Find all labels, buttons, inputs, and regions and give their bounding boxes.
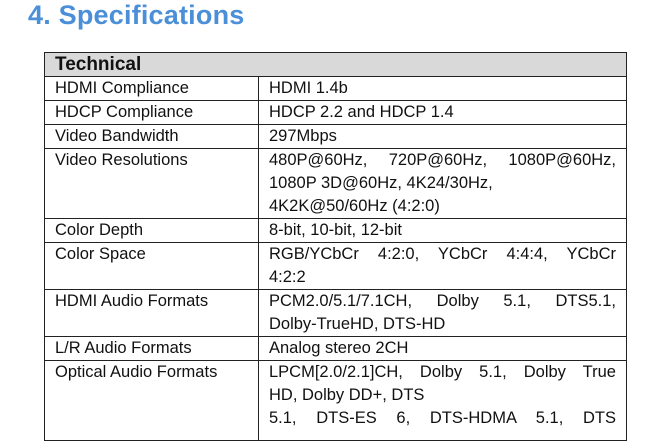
spec-label: HDMI Audio Formats bbox=[44, 289, 259, 337]
spec-label: Video Resolutions bbox=[44, 148, 259, 219]
spec-label: HDMI Compliance bbox=[44, 76, 259, 101]
spec-value-line: 8-bit, 10-bit, 12-bit bbox=[269, 221, 402, 239]
section-header: Technical bbox=[44, 52, 627, 77]
table-row: HDMI Audio Formats PCM2.0/5.1/7.1CH, Dol… bbox=[44, 289, 627, 337]
spec-value-line: HD, Dolby DD+, DTS bbox=[269, 386, 425, 404]
spec-value-line: Analog stereo 2CH bbox=[269, 339, 409, 357]
spec-value-line: LPCM[2.0/2.1]CH, Dolby 5.1, Dolby True bbox=[269, 363, 616, 381]
spec-label: Optical Audio Formats bbox=[44, 360, 259, 441]
spec-value: PCM2.0/5.1/7.1CH, Dolby 5.1, DTS5.1, Dol… bbox=[258, 289, 627, 337]
spec-value: RGB/YCbCr 4:2:0, YCbCr 4:4:4, YCbCr 4:2:… bbox=[258, 242, 627, 290]
table-row: Video Bandwidth 297Mbps bbox=[44, 124, 627, 149]
spec-value-line: 4:2:2 bbox=[269, 268, 306, 286]
page-heading: 4. Specifications bbox=[28, 0, 245, 30]
spec-value-line: 5.1, DTS-ES 6, DTS-HDMA 5.1, DTS bbox=[269, 409, 616, 427]
table-row: Color Space RGB/YCbCr 4:2:0, YCbCr 4:4:4… bbox=[44, 242, 627, 290]
table-row: HDMI Compliance HDMI 1.4b bbox=[44, 76, 627, 101]
spec-label: L/R Audio Formats bbox=[44, 336, 259, 361]
table-row: HDCP Compliance HDCP 2.2 and HDCP 1.4 bbox=[44, 100, 627, 125]
table-row: Video Resolutions 480P@60Hz, 720P@60Hz, … bbox=[44, 148, 627, 219]
spec-value: 297Mbps bbox=[258, 124, 627, 149]
spec-value-line: 1080P 3D@60Hz, 4K24/30Hz, bbox=[269, 174, 493, 192]
spec-value-continuation bbox=[269, 430, 616, 440]
table-header-row: Technical bbox=[44, 52, 627, 77]
spec-value-line: Dolby-TrueHD, DTS-HD bbox=[269, 315, 446, 333]
spec-value: LPCM[2.0/2.1]CH, Dolby 5.1, Dolby True H… bbox=[258, 360, 627, 441]
spec-value: HDCP 2.2 and HDCP 1.4 bbox=[258, 100, 627, 125]
spec-value-line: 4K2K@50/60Hz (4:2:0) bbox=[269, 197, 440, 215]
table-row: Color Depth 8-bit, 10-bit, 12-bit bbox=[44, 218, 627, 243]
spec-value-line: HDCP 2.2 and HDCP 1.4 bbox=[269, 103, 454, 121]
spec-value-line: RGB/YCbCr 4:2:0, YCbCr 4:4:4, YCbCr bbox=[269, 245, 616, 263]
spec-label: Color Space bbox=[44, 242, 259, 290]
spec-label: Color Depth bbox=[44, 218, 259, 243]
specifications-table: Technical HDMI Compliance HDMI 1.4b HDCP… bbox=[44, 52, 627, 441]
spec-value: 480P@60Hz, 720P@60Hz, 1080P@60Hz, 1080P … bbox=[258, 148, 627, 219]
spec-value-line: PCM2.0/5.1/7.1CH, Dolby 5.1, DTS5.1, bbox=[269, 292, 616, 310]
spec-label: Video Bandwidth bbox=[44, 124, 259, 149]
spec-value: Analog stereo 2CH bbox=[258, 336, 627, 361]
table-row: L/R Audio Formats Analog stereo 2CH bbox=[44, 336, 627, 361]
spec-value: HDMI 1.4b bbox=[258, 76, 627, 101]
spec-value-line: 480P@60Hz, 720P@60Hz, 1080P@60Hz, bbox=[269, 151, 616, 169]
spec-value-line: 297Mbps bbox=[269, 127, 337, 145]
spec-value-line: HDMI 1.4b bbox=[269, 79, 348, 97]
spec-label: HDCP Compliance bbox=[44, 100, 259, 125]
table-row: Optical Audio Formats LPCM[2.0/2.1]CH, D… bbox=[44, 360, 627, 441]
spec-value: 8-bit, 10-bit, 12-bit bbox=[258, 218, 627, 243]
